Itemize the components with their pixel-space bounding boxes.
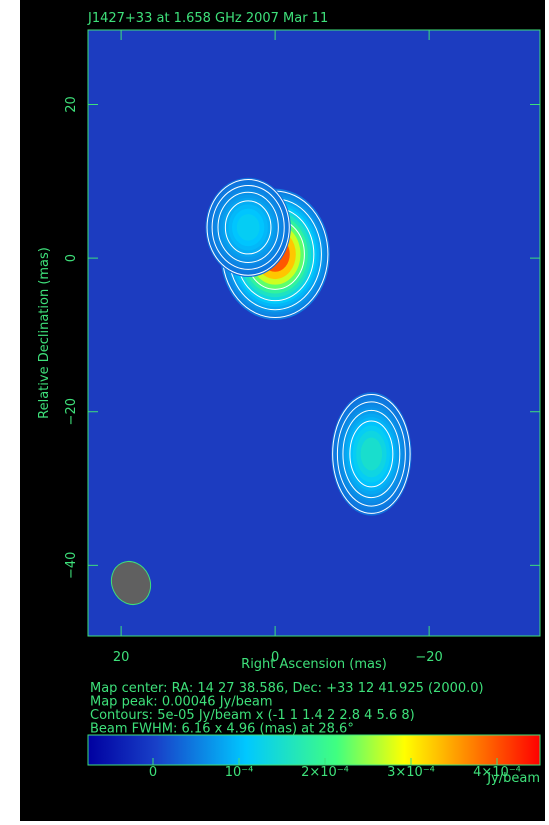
chart-title: J1427+33 at 1.658 GHz 2007 Mar 11 (87, 11, 328, 26)
colorbar-tick-label: 10⁻⁴ (225, 765, 254, 780)
x-tick-label: 20 (113, 650, 130, 665)
intensity-level (361, 437, 382, 470)
y-tick-label: −20 (64, 398, 79, 425)
map-info: Beam FWHM: 6.16 x 4.96 (mas) at 28.6° (90, 722, 354, 737)
colorbar-tick-label: 4×10⁻⁴ (473, 765, 521, 780)
y-axis-label: Relative Declination (mas) (37, 247, 52, 419)
colorbar-tick-label: 2×10⁻⁴ (301, 765, 349, 780)
colorbar-tick-label: 0 (149, 765, 157, 780)
y-tick-label: 0 (64, 254, 79, 262)
x-tick-label: −20 (415, 650, 442, 665)
source-component (206, 178, 291, 277)
map-background (88, 30, 540, 636)
chart: J1427+33 at 1.658 GHz 2007 Mar 11 Right … (0, 0, 549, 821)
source-component (331, 392, 411, 515)
y-tick-label: 20 (64, 96, 79, 113)
colorbar (88, 735, 540, 765)
x-tick-label: 0 (271, 650, 279, 665)
colorbar-tick-label: 3×10⁻⁴ (387, 765, 435, 780)
x-axis-label: Right Ascension (mas) (241, 657, 387, 672)
intensity-level (237, 214, 260, 241)
y-tick-label: −40 (64, 552, 79, 579)
